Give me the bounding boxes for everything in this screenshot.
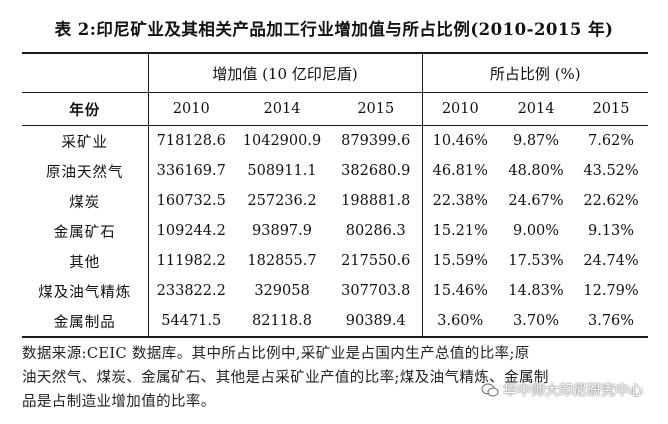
share-cell: 9.13% — [588, 223, 635, 239]
value-cell: 257236.2 — [247, 193, 317, 209]
value-cell: 93897.9 — [252, 223, 312, 239]
value-cell: 718128.6 — [147, 125, 234, 156]
value-cell: 198881.8 — [341, 193, 411, 209]
table-row: 其他 111982.2 182855.7 217550.6 15.59% 17.53% 24… — [22, 246, 648, 276]
share-cell: 15.46% — [421, 276, 499, 306]
value-cell: 307703.8 — [341, 283, 411, 299]
value-cell: 111982.2 — [147, 246, 234, 276]
row-label: 金属矿石 — [53, 224, 116, 241]
share-cell: 46.81% — [421, 156, 499, 186]
table-row: 煤及油气精炼 233822.2 329058 307703.8 15.46% 14.83%… — [22, 276, 648, 306]
group-header-row: 增加值 (10 亿印尼盾) 所占比例 (%) — [22, 52, 649, 93]
share-cell: 3.70% — [498, 306, 575, 338]
value-cell: 182855.7 — [247, 253, 317, 269]
value-group-header: 增加值 (10 亿印尼盾) — [147, 52, 423, 93]
share-cell: 12.79% — [583, 283, 639, 299]
row-label: 原油天然气 — [46, 164, 124, 181]
year-header-cell: 2010 — [147, 92, 234, 126]
footnote-line: 油天然气、煤炭、金属矿石、其他是占采矿业产值的比率;煤及油气精炼、金属制 — [22, 370, 549, 386]
table-row: 煤炭 160732.5 257236.2 198881.8 22.38% 24.67% 22… — [22, 186, 648, 216]
wechat-icon — [481, 383, 499, 397]
share-cell: 43.52% — [583, 163, 639, 179]
share-cell: 48.80% — [508, 163, 564, 179]
year-header-row: 年份 2010 2014 2015 2010 2014 2015 — [22, 92, 649, 126]
share-cell: 15.21% — [421, 216, 499, 246]
value-cell: 508911.1 — [247, 163, 317, 179]
value-cell: 879399.6 — [341, 133, 411, 149]
value-cell: 1042900.9 — [242, 133, 322, 149]
share-cell: 3.76% — [574, 306, 649, 338]
share-group-header: 所占比例 (%) — [421, 52, 649, 93]
value-cell: 160732.5 — [147, 186, 234, 216]
footnote-line: 品是占制造业增加值的比率。 — [22, 394, 216, 410]
share-cell: 15.59% — [421, 246, 499, 276]
value-cell: 80286.3 — [345, 223, 406, 239]
value-cell: 109244.2 — [147, 216, 234, 246]
value-cell: 336169.7 — [147, 156, 234, 186]
row-label: 煤炭 — [69, 194, 101, 211]
table-row: 原油天然气 336169.7 508911.1 382680.9 46.81% 48.80… — [22, 156, 648, 186]
watermark-text: 华中师大印尼研究中心 — [503, 383, 643, 399]
share-cell: 7.62% — [588, 133, 635, 149]
year-header-label: 年份 — [22, 92, 148, 126]
year-header-cell: 2015 — [574, 92, 649, 126]
year-header-cell: 2014 — [234, 92, 330, 126]
footnote: 数据来源:CEIC 数据库。其中所占比例中,采矿业是占国内生产总值的比率;原 油… — [22, 342, 650, 414]
header-corner — [22, 52, 148, 93]
table-row: 金属制品 54471.5 82118.8 90389.4 3.60% 3.70% 3.76% — [22, 306, 649, 338]
value-cell: 329058 — [254, 283, 310, 299]
row-label: 金属制品 — [22, 306, 148, 338]
row-label: 煤及油气精炼 — [38, 284, 132, 301]
value-cell: 54471.5 — [147, 306, 234, 338]
table-row: 采矿业 718128.6 1042900.9 879399.6 10.46% 9.87% 7… — [22, 125, 648, 156]
value-cell: 217550.6 — [341, 253, 411, 269]
table-title: 表 2:印尼矿业及其相关产品加工行业增加值与所占比例(2010-2015 年) — [54, 20, 614, 39]
data-table: 增加值 (10 亿印尼盾) 所占比例 (%) 年份 2010 2014 2015… — [22, 52, 649, 338]
year-header-cell: 2014 — [498, 92, 575, 126]
value-cell: 382680.9 — [341, 163, 411, 179]
share-cell: 3.60% — [421, 306, 499, 338]
share-cell: 9.87% — [512, 133, 560, 149]
value-cell: 82118.8 — [234, 306, 330, 338]
row-label: 其他 — [69, 254, 101, 271]
year-header-cell: 2010 — [421, 92, 499, 126]
footnote-line: 数据来源:CEIC 数据库。其中所占比例中,采矿业是占国内生产总值的比率;原 — [22, 346, 530, 362]
share-cell: 24.67% — [508, 193, 564, 209]
watermark: 华中师大印尼研究中心 — [481, 380, 643, 400]
table-row: 金属矿石 109244.2 93897.9 80286.3 15.21% 9.00% 9.1… — [22, 216, 648, 246]
value-cell: 90389.4 — [330, 306, 423, 338]
share-cell: 17.53% — [508, 253, 564, 269]
value-cell: 233822.2 — [147, 276, 234, 306]
share-cell: 22.38% — [421, 186, 499, 216]
share-cell: 14.83% — [508, 283, 564, 299]
share-cell: 24.74% — [583, 253, 639, 269]
share-cell: 10.46% — [421, 125, 499, 156]
share-cell: 22.62% — [583, 193, 639, 209]
year-header-cell: 2015 — [330, 92, 423, 126]
row-label: 采矿业 — [61, 134, 108, 151]
share-cell: 9.00% — [512, 223, 560, 239]
